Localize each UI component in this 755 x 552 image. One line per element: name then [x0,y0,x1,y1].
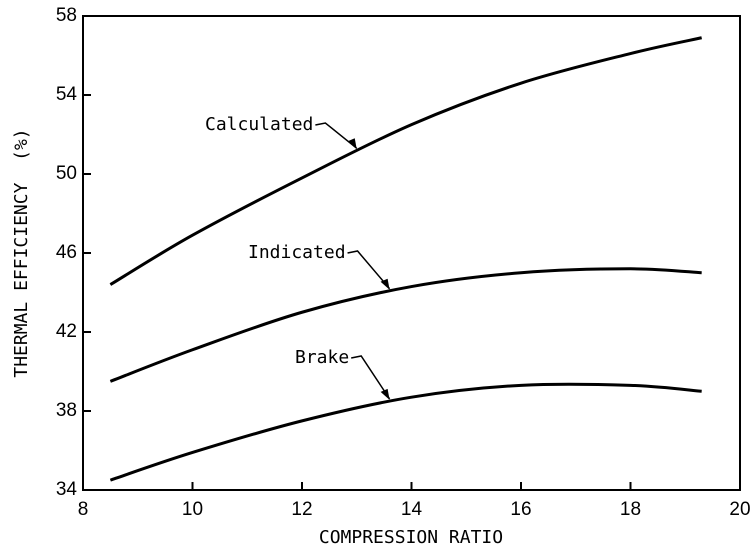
arrow-head [380,388,390,400]
series-label: Brake [295,347,349,368]
y-tick-label: 42 [56,321,77,342]
x-tick-label: 12 [291,499,312,520]
arrow-head [347,138,357,150]
x-tick-label: 20 [729,499,750,520]
x-tick-label: 14 [401,499,423,520]
y-tick-label: 46 [56,242,77,263]
y-tick-label: 54 [56,84,78,105]
line-series [109,382,702,482]
plot-frame [82,15,741,491]
series-label: Indicated [248,242,346,263]
line-series [109,36,702,286]
y-axis-label: THERMAL EFFICIENCY (%) [11,128,32,377]
x-axis-label: COMPRESSION RATIO [319,527,503,548]
arrow-head [380,278,390,290]
line-series [109,267,702,383]
annotation-arrow [315,122,358,149]
x-tick-label: 10 [182,499,203,520]
y-tick-label: 38 [56,400,77,421]
y-tick-label: 34 [56,479,78,500]
y-tick-label: 50 [56,163,77,184]
series-label: Calculated [205,114,313,135]
annotation-arrow [347,250,391,290]
x-tick-label: 8 [78,499,89,520]
y-tick-label: 58 [56,5,77,26]
annotation-arrow [351,355,391,400]
x-tick-label: 18 [620,499,641,520]
x-tick-label: 16 [510,499,531,520]
